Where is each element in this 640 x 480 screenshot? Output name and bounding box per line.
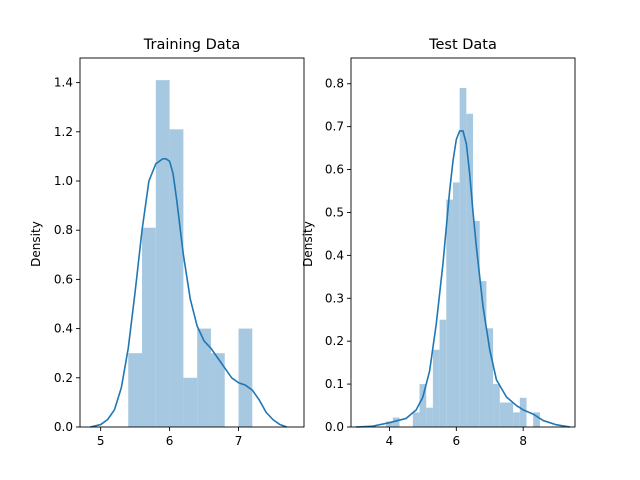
x-tick-label: 6 — [166, 434, 174, 448]
y-tick-label: 0.2 — [325, 334, 344, 348]
y-axis-label: Density — [29, 221, 43, 267]
y-tick-label: 0.0 — [325, 420, 344, 434]
histogram-bar — [432, 349, 440, 427]
histogram-bar — [155, 80, 170, 427]
y-tick-label: 0.2 — [54, 371, 73, 385]
x-tick-label: 8 — [519, 434, 527, 448]
histogram-bar — [142, 227, 156, 427]
histogram-bar — [533, 412, 540, 427]
chart-title: Test Data — [428, 37, 497, 53]
y-axis-ticks: 0.0 0.1 0.2 0.3 0.4 0.5 0.6 0.7 0.8 — [325, 77, 351, 434]
y-tick-label: 1.2 — [54, 125, 73, 139]
plot-frame — [79, 57, 305, 428]
histogram-bar — [452, 182, 460, 427]
y-tick-label: 0.4 — [325, 248, 344, 262]
y-tick-label: 1.4 — [54, 76, 73, 90]
histogram-bar — [419, 384, 427, 427]
histogram-bar — [513, 412, 520, 427]
kde-line — [355, 130, 571, 428]
x-tick-label: 4 — [386, 434, 394, 448]
histogram-bar — [412, 412, 420, 427]
histogram-bar — [439, 319, 447, 427]
histogram-bar — [479, 281, 487, 427]
y-tick-label: 0.5 — [325, 205, 344, 219]
y-tick-label: 0.8 — [325, 77, 344, 91]
histogram-bar — [210, 353, 225, 427]
histogram-bars — [128, 80, 253, 427]
y-tick-label: 0.4 — [54, 322, 73, 336]
x-tick-label: 5 — [97, 434, 105, 448]
x-axis-ticks: 4 6 8 — [386, 427, 527, 448]
y-tick-label: 0.8 — [54, 223, 73, 237]
histogram-bar — [519, 397, 527, 427]
kde-curve — [90, 158, 288, 428]
histogram-bars — [386, 88, 540, 427]
histogram-bar — [486, 328, 494, 427]
y-tick-label: 0.0 — [54, 420, 73, 434]
histogram-bar — [128, 353, 143, 427]
histogram-bar — [459, 88, 467, 427]
histogram-bar — [169, 129, 184, 427]
histogram-bar — [466, 113, 474, 427]
histogram-bar — [426, 407, 433, 427]
y-axis-ticks: 0.0 0.2 0.4 0.6 0.8 1.0 1.2 1.4 — [54, 76, 80, 434]
subplot-test: Test Data Density 4 6 8 0.0 0.1 0.2 0.3 0.4 0.5… — [301, 37, 576, 448]
y-tick-label: 1.0 — [54, 174, 73, 188]
y-tick-label: 0.1 — [325, 377, 344, 391]
histogram-bar — [506, 402, 514, 427]
x-tick-label: 7 — [235, 434, 243, 448]
plot-frame — [350, 57, 576, 428]
y-tick-label: 0.6 — [54, 272, 73, 286]
histogram-bar — [183, 377, 198, 427]
y-axis-label: Density — [301, 221, 315, 267]
x-tick-label: 6 — [452, 434, 460, 448]
y-tick-label: 0.7 — [325, 120, 344, 134]
kde-curve — [355, 130, 571, 428]
kde-line — [90, 158, 288, 428]
chart-title: Training Data — [143, 37, 240, 53]
histogram-bar — [446, 199, 453, 427]
histogram-bar — [499, 402, 507, 427]
histogram-bar — [473, 221, 480, 427]
x-axis-ticks: 5 6 7 — [97, 427, 242, 448]
y-tick-label: 0.3 — [325, 291, 344, 305]
histogram-bar — [392, 417, 400, 427]
y-tick-label: 0.6 — [325, 163, 344, 177]
histogram-bar — [238, 328, 253, 427]
histogram-bar — [197, 328, 211, 427]
histogram-bar — [493, 384, 500, 427]
histogram-bar — [386, 421, 393, 427]
